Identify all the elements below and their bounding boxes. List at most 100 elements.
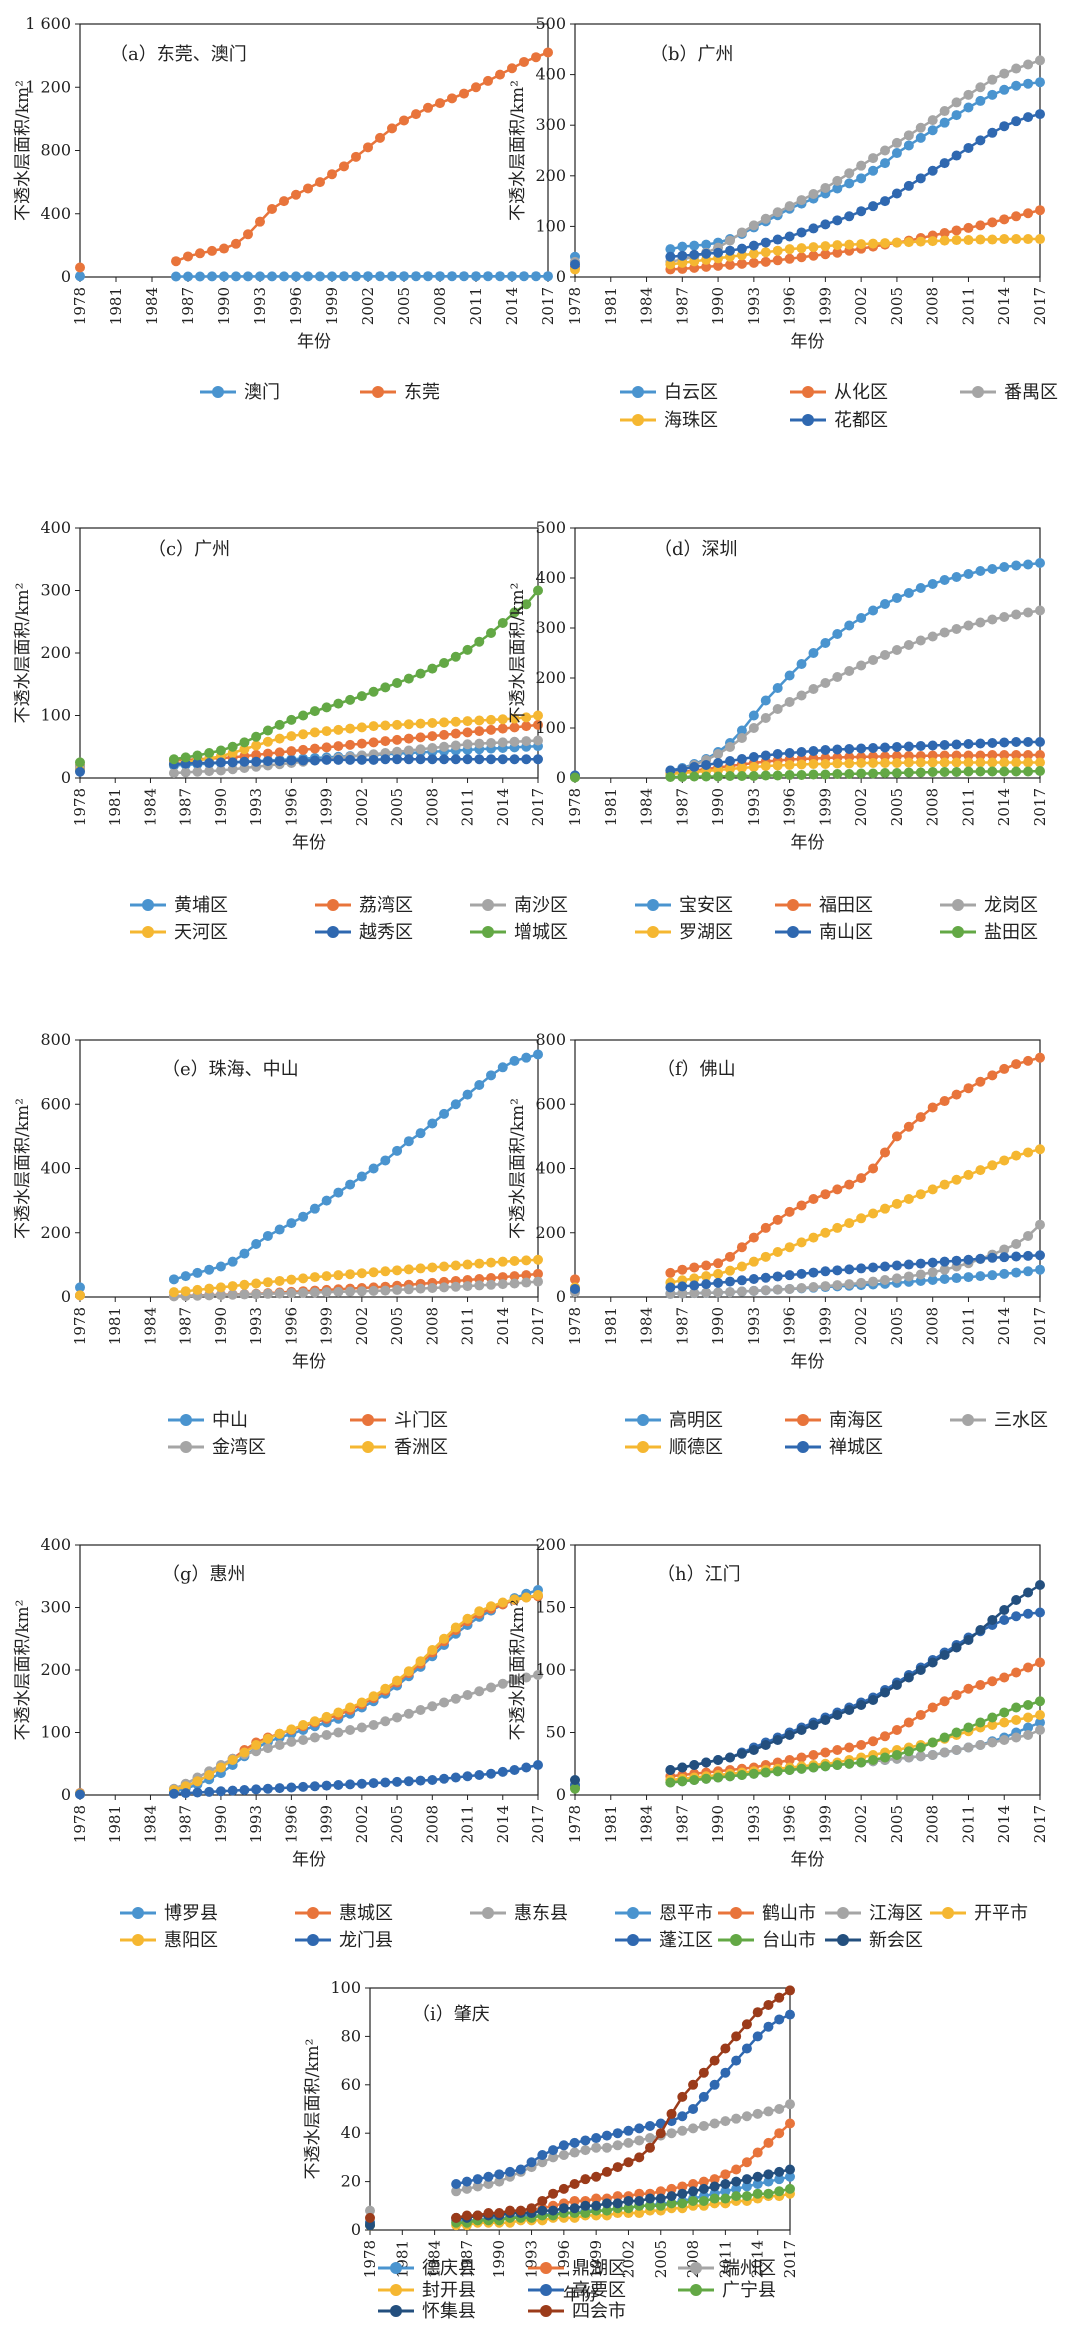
legend-label: 东莞: [404, 382, 440, 403]
data-point: [486, 1070, 497, 1081]
legend-label: 花都区: [834, 410, 888, 431]
data-point: [459, 88, 469, 99]
legend-label: 高明区: [669, 1410, 723, 1431]
data-point: [856, 613, 867, 623]
data-point: [832, 1710, 843, 1720]
x-tick-label: 1996: [781, 1805, 799, 1843]
data-point: [368, 1163, 379, 1174]
data-point: [880, 1687, 890, 1698]
data-point: [832, 1280, 843, 1291]
data-point: [509, 1271, 520, 1282]
data-point: [183, 251, 193, 262]
data-point: [192, 766, 203, 777]
data-point: [215, 1282, 226, 1293]
data-point: [591, 2171, 602, 2182]
data-point: [709, 2055, 720, 2066]
data-point: [1035, 1696, 1045, 1707]
data-point: [741, 2019, 752, 2030]
data-point: [1023, 112, 1034, 123]
data-point: [450, 651, 461, 662]
data-point: [537, 2205, 548, 2216]
data-point: [351, 151, 361, 162]
x-tick-label: 1978: [566, 1307, 584, 1345]
data-point: [368, 737, 379, 748]
data-point: [736, 1242, 747, 1253]
series-盐田区: [570, 766, 1045, 783]
data-point: [820, 769, 831, 780]
data-point: [808, 250, 819, 261]
data-point: [521, 1255, 532, 1266]
data-point: [533, 710, 543, 721]
data-point: [471, 82, 481, 93]
data-point: [963, 235, 974, 246]
data-point: [356, 691, 367, 702]
data-point: [569, 2195, 580, 2206]
y-axis-label: 不透水层面积/km²: [13, 1098, 33, 1239]
data-point: [951, 1089, 962, 1100]
data-point: [251, 740, 262, 751]
data-point: [497, 737, 508, 748]
data-point: [291, 189, 301, 200]
x-tick-label: 1981: [106, 1805, 124, 1843]
data-point: [75, 262, 85, 273]
data-point: [580, 2145, 591, 2156]
x-tick-label: 1990: [709, 788, 727, 826]
data-point: [1035, 1725, 1045, 1735]
data-point: [356, 1268, 367, 1279]
legend-item: 高明区: [625, 1410, 723, 1431]
legend-item: 高要区: [528, 2280, 626, 2301]
data-point: [286, 1288, 297, 1299]
data-point: [927, 165, 938, 176]
data-point: [403, 745, 414, 756]
data-point: [509, 754, 520, 765]
series-白云区: [570, 77, 1045, 262]
data-point: [298, 1735, 309, 1745]
data-point: [688, 2123, 699, 2134]
data-point: [298, 1211, 309, 1222]
data-point: [963, 1683, 974, 1694]
data-point: [439, 1773, 450, 1784]
data-point: [720, 2193, 731, 2204]
x-tick-label: 1993: [247, 1805, 265, 1843]
data-point: [891, 1725, 902, 1735]
y-tick-label: 200: [535, 668, 566, 687]
data-point: [891, 1260, 902, 1271]
data-point: [688, 2104, 699, 2114]
x-tick-label: 1993: [247, 1307, 265, 1345]
data-point: [537, 2157, 548, 2168]
x-tick-label: 1990: [212, 1805, 230, 1843]
data-point: [239, 756, 250, 767]
data-point: [1011, 737, 1022, 747]
data-point: [509, 1765, 520, 1775]
chart-title: （h）江门: [657, 1564, 741, 1585]
data-point: [796, 1268, 807, 1279]
data-point: [204, 748, 215, 758]
data-point: [774, 2014, 785, 2025]
x-tick-label: 2008: [924, 1805, 942, 1843]
data-point: [509, 713, 520, 724]
data-point: [903, 757, 914, 768]
data-point: [403, 673, 414, 684]
data-point: [987, 1720, 998, 1730]
data-point: [720, 2186, 731, 2197]
data-point: [543, 271, 553, 282]
data-point: [486, 1257, 497, 1268]
data-point: [999, 1063, 1010, 1074]
data-point: [497, 1279, 508, 1290]
data-point: [748, 1256, 759, 1267]
data-point: [1023, 234, 1034, 245]
data-point: [927, 115, 938, 126]
x-tick-label: 1981: [602, 788, 620, 826]
data-point: [251, 749, 262, 760]
data-point: [309, 1732, 320, 1743]
data-point: [987, 1737, 998, 1748]
data-point: [666, 2191, 677, 2202]
data-point: [987, 1676, 998, 1687]
data-point: [939, 750, 950, 761]
data-point: [356, 1171, 367, 1182]
data-point: [701, 1287, 712, 1298]
data-point: [796, 243, 807, 254]
data-point: [1023, 757, 1034, 768]
data-point: [474, 726, 485, 737]
legend-marker: [627, 1934, 639, 1946]
